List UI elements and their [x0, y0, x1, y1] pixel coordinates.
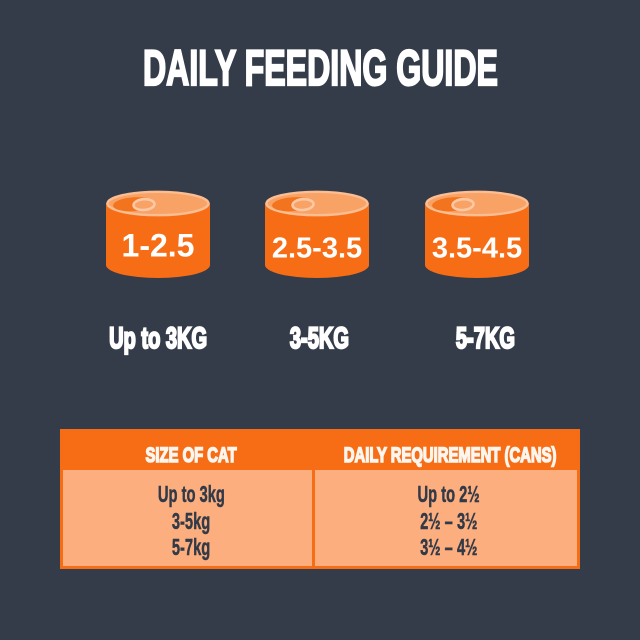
svg-text:2.5-3.5: 2.5-3.5	[272, 232, 362, 264]
svg-text:3.5-4.5: 3.5-4.5	[432, 232, 522, 264]
svg-text:1-2.5: 1-2.5	[122, 228, 195, 264]
